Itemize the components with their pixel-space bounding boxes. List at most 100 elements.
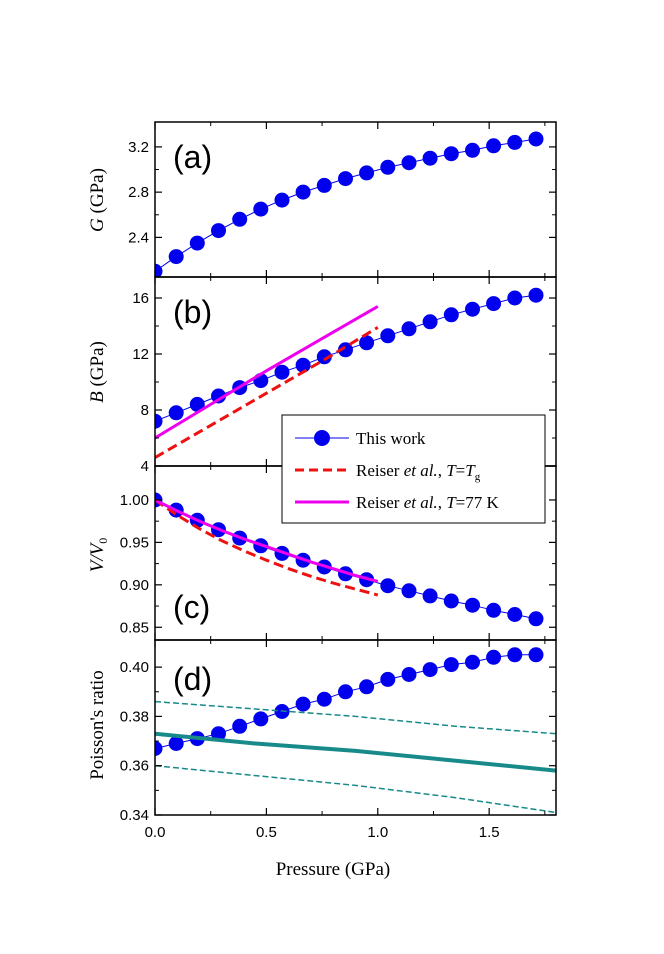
panel-b-ytick-label-1: 8 — [141, 402, 149, 419]
ylabel-d: Poisson's ratio — [87, 670, 108, 780]
panel-a-point-3 — [211, 223, 226, 239]
panel-a-point-10 — [359, 165, 375, 181]
panel-c-point-18 — [528, 611, 544, 627]
panel-b-point-17 — [507, 290, 523, 306]
panel-d-point-18 — [528, 647, 544, 663]
panel-d-point-9 — [338, 684, 353, 700]
xlabel: Pressure (GPa) — [276, 859, 391, 880]
panel-b-point-2 — [189, 396, 205, 412]
panel-d-point-8 — [316, 691, 332, 707]
legend-reiser-77k-etal: et al. — [404, 493, 438, 512]
panel-b-series-2 — [155, 305, 379, 440]
panel-a-series-0 — [155, 131, 544, 277]
panel-b-point-15 — [465, 301, 480, 317]
panel-a-point-0 — [155, 263, 163, 277]
panel-d-point-10 — [359, 679, 375, 695]
panel-b-ytick-label-2: 12 — [132, 346, 149, 363]
panel-d-central-line — [155, 731, 556, 773]
panel-c-point-15 — [465, 597, 480, 613]
panel-b-point-16 — [486, 296, 502, 312]
legend-reiser-tg-var2: T — [465, 461, 476, 480]
panel-b-point-9 — [338, 342, 353, 358]
legend-reiser-77k-tail: =77 K — [456, 493, 500, 512]
panel-d-ytick-label-3: 0.40 — [120, 659, 149, 676]
plot-layer: 2.4 2.8 3.2 4 8 12 16 0.85 0.90 0.95 1.00 0.34 0.36 0… — [120, 121, 557, 841]
legend-reiser-tg-eq: = — [456, 461, 466, 480]
ylabel-a: G (GPa) — [87, 168, 108, 232]
panel-d-point-11 — [380, 671, 396, 687]
panel-b-series-0 — [155, 287, 544, 429]
ylabel-c-sub: 0 — [96, 538, 110, 544]
panel-a-point-14 — [443, 146, 459, 162]
panel-a-tag: (a) — [173, 139, 212, 175]
panel-a-point-17 — [507, 134, 523, 150]
panel-c-ytick-label-0: 0.85 — [120, 619, 149, 636]
panel-b-point-13 — [422, 314, 438, 330]
panel-a-point-16 — [486, 138, 502, 154]
legend-reiser-tg-var: T — [446, 461, 457, 480]
panel-d-point-4 — [232, 718, 248, 734]
panel-c-series-1 — [155, 498, 379, 597]
panel-d-point-15 — [465, 654, 480, 670]
panel-b-point-0 — [155, 413, 163, 429]
panel-c-ytick-label-1: 0.90 — [120, 577, 149, 594]
ylabel-c: V/V0 — [87, 538, 110, 573]
panel-a-ytick-label-2: 3.2 — [128, 139, 149, 156]
panel-d-point-16 — [486, 649, 502, 665]
panel-d-series-2 — [155, 731, 556, 773]
ylabel-c-symbol: V/V — [87, 541, 108, 572]
panel-a-point-6 — [274, 192, 290, 208]
panel-c-ytick-label-3: 1.00 — [120, 492, 149, 509]
panel-d-band-line-3 — [155, 764, 556, 814]
panel-c-tag: (c) — [173, 589, 210, 625]
panel-b-point-1 — [168, 405, 184, 421]
panel-a-point-1 — [168, 249, 184, 265]
panel-d-point-17 — [507, 647, 523, 663]
panel-a-point-15 — [465, 142, 480, 158]
panel-a-point-9 — [338, 171, 353, 187]
panel-b-point-10 — [359, 335, 375, 351]
panel-a-point-4 — [232, 211, 248, 227]
panel-a-point-2 — [189, 235, 205, 251]
panel-d-ytick-label-0: 0.34 — [120, 807, 149, 824]
panel-c-point-17 — [507, 607, 523, 622]
legend-reiser-tg-mid: , — [438, 461, 447, 480]
ylabel-a-symbol: G — [87, 218, 108, 232]
panel-b-reiser-tg-line — [155, 326, 379, 459]
panel-d-series-1 — [155, 700, 556, 735]
legend-label-reiser-77k: Reiser et al., T=77 K — [356, 493, 499, 512]
panel-a-point-8 — [316, 177, 332, 193]
legend-label-reiser-tg: Reiser et al., T=Tg — [356, 461, 481, 483]
legend-label-this-work: This work — [356, 429, 426, 448]
panel-b-point-3 — [211, 388, 226, 404]
panel-d-ytick-label-2: 0.38 — [120, 708, 149, 725]
panel-b-point-11 — [380, 328, 396, 344]
panel-a-this-work-line — [155, 138, 537, 272]
panel-d-point-14 — [443, 657, 459, 673]
panel-d-point-5 — [253, 711, 269, 727]
xtick-label-1: 0.5 — [256, 824, 277, 841]
panel-b-point-6 — [274, 364, 290, 380]
panel-a-point-13 — [422, 150, 438, 166]
panel-d-tag: (d) — [173, 661, 212, 697]
panel-c-reiser-tg-line — [155, 498, 379, 597]
panel-a-point-7 — [295, 184, 311, 200]
panel-c-point-12 — [401, 583, 417, 599]
panel-a-point-12 — [401, 155, 417, 171]
panel-b-reiser-77k-line — [155, 305, 379, 440]
panel-c-point-13 — [422, 588, 438, 604]
panel-c-point-11 — [380, 578, 396, 594]
panel-d-point-13 — [422, 662, 438, 678]
panel-d-point-7 — [295, 696, 311, 712]
legend-reiser-tg-etal: et al. — [404, 461, 438, 480]
panel-d-point-1 — [168, 736, 184, 751]
panel-b-point-18 — [528, 287, 544, 303]
panel-b-ytick-label-0: 4 — [141, 458, 149, 475]
ylabel-b: B (GPa) — [87, 341, 108, 403]
panel-c-reiser-77k-line — [155, 498, 379, 583]
panel-d-series-0 — [155, 647, 544, 756]
text-layer: (a) (b) (c) (d) G (GPa) B (GPa) V/V0 Poi… — [87, 139, 390, 880]
panel-b-point-12 — [401, 321, 417, 337]
panel-c-series-2 — [155, 498, 379, 583]
